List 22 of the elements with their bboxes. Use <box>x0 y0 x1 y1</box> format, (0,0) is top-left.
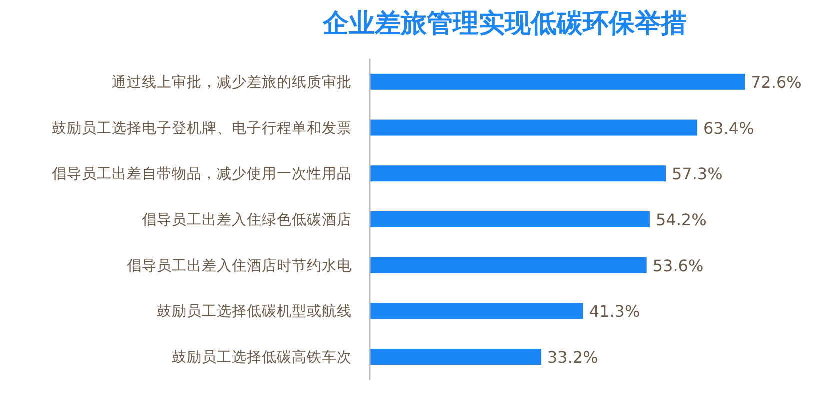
bar <box>370 120 698 136</box>
chart-title: 企业差旅管理实现低碳环保举措 <box>322 9 687 39</box>
data-label: 54.2% <box>656 210 707 230</box>
data-label: 57.3% <box>672 164 723 184</box>
data-label: 33.2% <box>547 348 598 368</box>
bar <box>370 257 647 274</box>
y-tick-label: 倡导员工出差入住酒店时节约水电 <box>126 257 352 274</box>
y-tick-label: 鼓励员工选择电子登机牌、电子行程单和发票 <box>52 120 352 137</box>
bar <box>370 303 584 320</box>
y-tick-label: 鼓励员工选择低碳高铁车次 <box>172 349 352 366</box>
bar <box>370 212 650 228</box>
data-label: 72.6% <box>751 72 802 92</box>
bar <box>370 349 542 366</box>
y-tick-label: 倡导员工出差入住绿色低碳酒店 <box>141 212 352 228</box>
y-tick-label: 倡导员工出差自带物品，减少使用一次性用品 <box>51 166 352 183</box>
bar <box>370 166 666 182</box>
y-tick-label: 鼓励员工选择低碳机型或航线 <box>157 303 352 320</box>
data-label: 53.6% <box>652 256 704 276</box>
bar <box>370 74 745 90</box>
data-label: 41.3% <box>589 302 640 322</box>
y-tick-label: 通过线上审批，减少差旅的纸质审批 <box>112 74 352 91</box>
data-label: 63.4% <box>703 118 754 138</box>
